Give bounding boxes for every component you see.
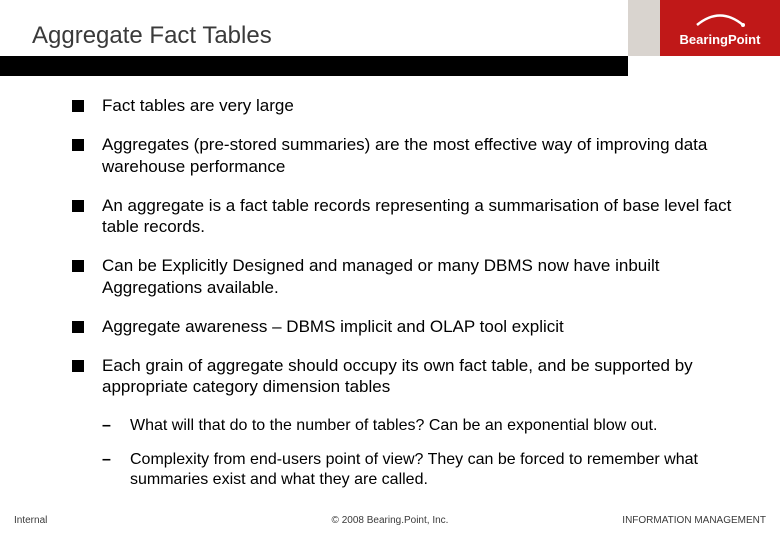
sub-bullet-item: – Complexity from end-users point of vie… [102, 450, 740, 490]
bullet-item: Each grain of aggregate should occupy it… [72, 355, 740, 398]
brand-logo: BearingPoint [680, 10, 761, 47]
slide-title: Aggregate Fact Tables [32, 22, 272, 50]
bullet-square-icon [72, 100, 84, 112]
bullet-square-icon [72, 360, 84, 372]
bullet-text: An aggregate is a fact table records rep… [102, 195, 740, 238]
bullet-item: Fact tables are very large [72, 95, 740, 116]
sub-bullet-text: What will that do to the number of table… [130, 416, 740, 436]
bullet-text: Aggregate awareness – DBMS implicit and … [102, 316, 740, 337]
bullet-square-icon [72, 260, 84, 272]
bullet-item: Aggregate awareness – DBMS implicit and … [72, 316, 740, 337]
slide-footer: Internal © 2008 Bearing.Point, Inc. INFO… [0, 515, 780, 533]
bullet-square-icon [72, 139, 84, 151]
slide-header: Aggregate Fact Tables BearingPoint [0, 0, 780, 78]
dash-icon: – [102, 450, 116, 490]
bullet-item: Can be Explicitly Designed and managed o… [72, 255, 740, 298]
brand-block: BearingPoint [660, 0, 780, 56]
footer-dept: INFORMATION MANAGEMENT [622, 515, 766, 526]
bullet-item: An aggregate is a fact table records rep… [72, 195, 740, 238]
bullet-square-icon [72, 200, 84, 212]
bullet-text: Aggregates (pre-stored summaries) are th… [102, 134, 740, 177]
bullet-text: Each grain of aggregate should occupy it… [102, 355, 740, 398]
bullet-item: Aggregates (pre-stored summaries) are th… [72, 134, 740, 177]
slide-content: Fact tables are very large Aggregates (p… [72, 95, 740, 510]
header-gray-accent [628, 0, 660, 56]
bullet-square-icon [72, 321, 84, 333]
header-black-bar [0, 56, 628, 76]
brand-name: BearingPoint [680, 32, 761, 47]
bullet-text: Can be Explicitly Designed and managed o… [102, 255, 740, 298]
sub-bullet-item: – What will that do to the number of tab… [102, 416, 740, 436]
footer-classification: Internal [14, 515, 47, 526]
dash-icon: – [102, 416, 116, 436]
footer-copyright: © 2008 Bearing.Point, Inc. [332, 515, 449, 526]
brand-arc-icon [695, 10, 745, 27]
bullet-text: Fact tables are very large [102, 95, 740, 116]
sub-bullet-text: Complexity from end-users point of view?… [130, 450, 740, 490]
